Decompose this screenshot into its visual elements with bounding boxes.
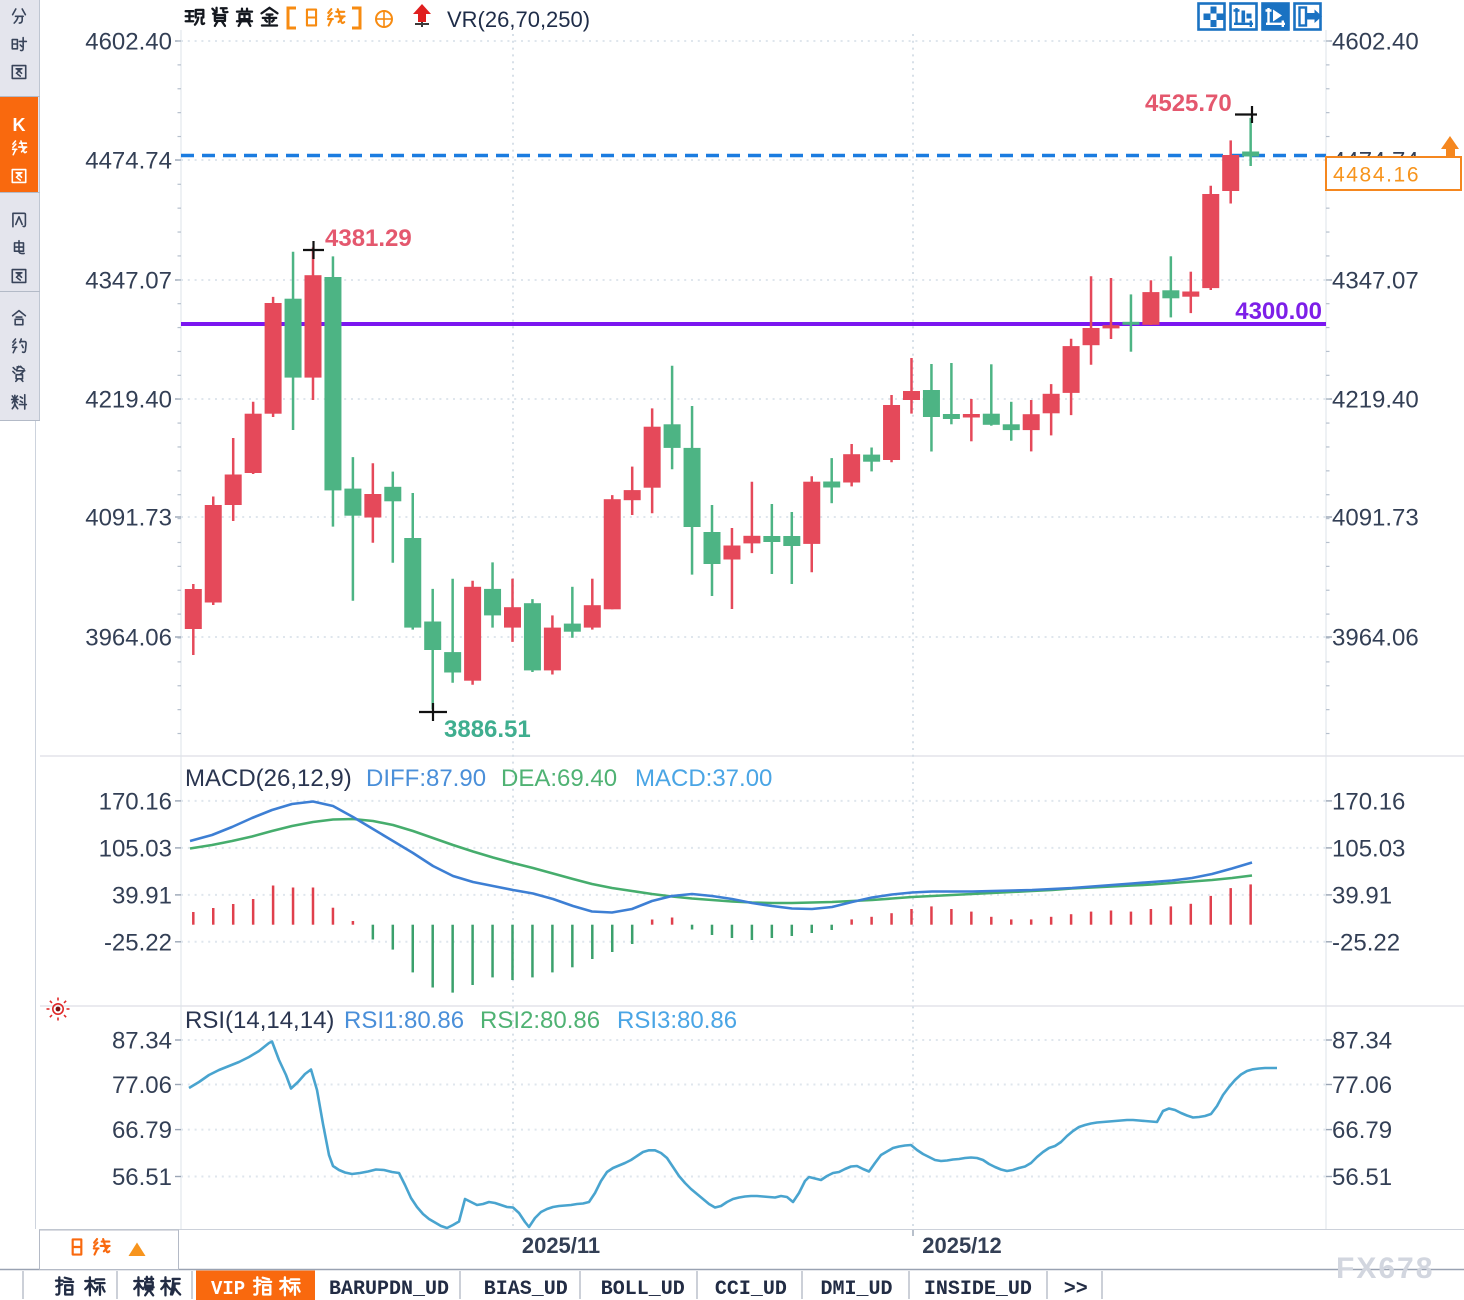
svg-text:VR(26,70,250): VR(26,70,250) — [447, 7, 590, 32]
svg-text:CCI_UD: CCI_UD — [715, 1278, 787, 1300]
svg-text:77.06: 77.06 — [112, 1072, 172, 1099]
svg-text:170.16: 170.16 — [99, 788, 172, 815]
svg-text:VIP: VIP — [211, 1278, 245, 1300]
svg-text:3964.06: 3964.06 — [85, 625, 172, 652]
svg-text:2025/12: 2025/12 — [922, 1233, 1002, 1258]
svg-text:RSI2:80.86: RSI2:80.86 — [480, 1007, 600, 1034]
svg-text:4091.73: 4091.73 — [85, 505, 172, 532]
svg-text:BARUPDN_UD: BARUPDN_UD — [329, 1278, 449, 1300]
svg-text:FX678: FX678 — [1336, 1252, 1434, 1285]
svg-text:39.91: 39.91 — [112, 882, 172, 909]
svg-text:56.51: 56.51 — [1332, 1164, 1392, 1191]
svg-text:MACD:37.00: MACD:37.00 — [635, 765, 772, 792]
svg-text:77.06: 77.06 — [1332, 1072, 1392, 1099]
svg-text:56.51: 56.51 — [112, 1164, 172, 1191]
svg-text:66.79: 66.79 — [112, 1117, 172, 1144]
svg-text:4347.07: 4347.07 — [85, 268, 172, 295]
svg-text:BOLL_UD: BOLL_UD — [601, 1278, 685, 1300]
svg-text:4219.40: 4219.40 — [85, 387, 172, 414]
svg-text:4602.40: 4602.40 — [1332, 29, 1419, 56]
svg-text:DEA:69.40: DEA:69.40 — [501, 765, 617, 792]
svg-text:MACD(26,12,9): MACD(26,12,9) — [185, 765, 352, 792]
svg-text:4347.07: 4347.07 — [1332, 268, 1419, 295]
svg-text:-25.22: -25.22 — [104, 929, 172, 956]
svg-text:3964.06: 3964.06 — [1332, 625, 1419, 652]
svg-text:K: K — [13, 115, 26, 135]
svg-text:>>: >> — [1064, 1278, 1088, 1300]
svg-text:4381.29: 4381.29 — [325, 225, 412, 252]
svg-text:INSIDE_UD: INSIDE_UD — [924, 1278, 1032, 1300]
svg-text:39.91: 39.91 — [1332, 882, 1392, 909]
svg-text:4474.74: 4474.74 — [85, 148, 172, 175]
svg-text:4091.73: 4091.73 — [1332, 505, 1419, 532]
svg-text:RSI1:80.86: RSI1:80.86 — [344, 1007, 464, 1034]
svg-text:66.79: 66.79 — [1332, 1117, 1392, 1144]
svg-text:RSI3:80.86: RSI3:80.86 — [617, 1007, 737, 1034]
svg-text:DIFF:87.90: DIFF:87.90 — [366, 765, 486, 792]
svg-text:-25.22: -25.22 — [1332, 929, 1400, 956]
svg-text:87.34: 87.34 — [112, 1028, 172, 1055]
svg-text:105.03: 105.03 — [1332, 835, 1405, 862]
svg-text:2025/11: 2025/11 — [522, 1233, 600, 1258]
svg-text:BIAS_UD: BIAS_UD — [484, 1278, 568, 1300]
svg-text:4219.40: 4219.40 — [1332, 387, 1419, 414]
svg-text:4300.00: 4300.00 — [1235, 298, 1322, 325]
svg-text:105.03: 105.03 — [99, 835, 172, 862]
svg-text:DMI_UD: DMI_UD — [820, 1278, 892, 1300]
svg-text:4602.40: 4602.40 — [85, 29, 172, 56]
svg-text:3886.51: 3886.51 — [444, 716, 531, 743]
svg-text:170.16: 170.16 — [1332, 788, 1405, 815]
svg-text:87.34: 87.34 — [1332, 1028, 1392, 1055]
svg-text:4484.16: 4484.16 — [1333, 164, 1420, 187]
svg-text:RSI(14,14,14): RSI(14,14,14) — [185, 1007, 334, 1034]
svg-text:4525.70: 4525.70 — [1145, 90, 1232, 117]
